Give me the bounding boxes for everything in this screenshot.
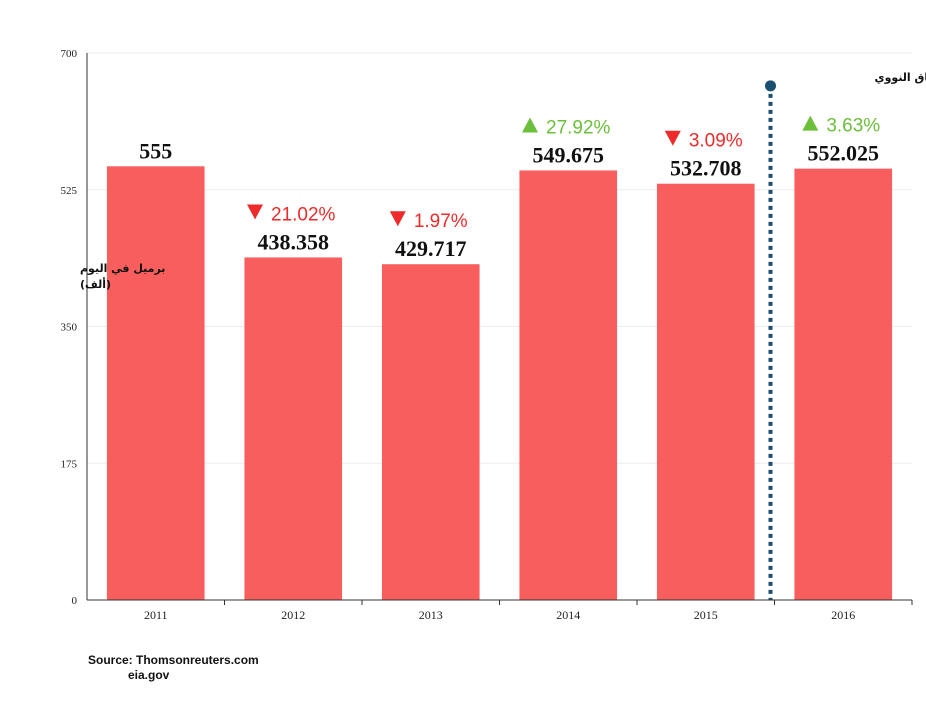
x-tick-label-2011: 2011 bbox=[144, 608, 168, 622]
bar-2015 bbox=[656, 183, 755, 600]
source-note: Source: Thomsonreuters.com eia.gov bbox=[88, 653, 259, 683]
y-axis-title-line-2: (ألف) bbox=[80, 277, 111, 291]
change-label-2016: 3.63% bbox=[826, 116, 880, 137]
change-label-2014: 27.92% bbox=[546, 117, 611, 138]
triangle-down-icon bbox=[389, 211, 406, 227]
change-indicator-2014: 27.92% bbox=[522, 117, 611, 138]
annotation-label: تطبيق الاتفاق النووي bbox=[875, 71, 926, 84]
value-label-2013: 429.717 bbox=[395, 236, 467, 261]
change-indicator-2016: 3.63% bbox=[802, 115, 880, 137]
x-tick-label-2015: 2015 bbox=[694, 608, 718, 622]
nuclear-deal-annotation: تطبيق الاتفاق النووي bbox=[765, 71, 926, 600]
bars: 555 438.358 21.02% 429.717 1.97% 549.675 27.92… bbox=[106, 115, 893, 601]
change-label-2012: 21.02% bbox=[271, 204, 336, 225]
value-label-2015: 532.708 bbox=[670, 156, 742, 181]
bar-2016 bbox=[794, 168, 893, 600]
triangle-down-icon bbox=[247, 204, 264, 220]
grid-lines bbox=[87, 52, 912, 464]
y-axis-title: برميل في اليوم (ألف) bbox=[80, 262, 165, 291]
y-tick-label: 700 bbox=[61, 48, 78, 60]
change-label-2015: 3.09% bbox=[689, 131, 743, 152]
value-label-2011: 555 bbox=[139, 138, 172, 163]
y-tick-label: 525 bbox=[61, 185, 78, 197]
y-axis-title-line-1: برميل في اليوم bbox=[80, 262, 165, 275]
triangle-up-icon bbox=[802, 115, 819, 131]
change-indicator-2015: 3.09% bbox=[664, 130, 743, 152]
annotation-marker bbox=[765, 80, 776, 92]
source-line-2: eia.gov bbox=[128, 668, 170, 682]
bar-2013 bbox=[381, 264, 480, 600]
value-label-2012: 438.358 bbox=[258, 229, 330, 254]
value-label-2014: 549.675 bbox=[533, 142, 605, 167]
y-tick-label: 175 bbox=[61, 458, 78, 470]
x-tick-label-2013: 2013 bbox=[419, 608, 443, 622]
bar-2014 bbox=[519, 170, 618, 600]
x-axis-labels: 2011 2012 2013 2014 2015 2016 bbox=[144, 600, 913, 622]
value-label-2016: 552.025 bbox=[808, 141, 880, 166]
change-indicator-2012: 21.02% bbox=[247, 204, 336, 225]
x-tick-label-2016: 2016 bbox=[831, 608, 855, 622]
bar-2012 bbox=[244, 257, 343, 600]
triangle-down-icon bbox=[664, 130, 681, 146]
x-tick-label-2014: 2014 bbox=[556, 608, 580, 622]
y-tick-label: 350 bbox=[61, 322, 78, 334]
y-tick-label: 0 bbox=[72, 595, 78, 607]
x-tick-label-2012: 2012 bbox=[281, 608, 305, 622]
change-label-2013: 1.97% bbox=[414, 211, 468, 232]
bar-2011 bbox=[106, 166, 205, 601]
triangle-up-icon bbox=[522, 117, 539, 133]
change-indicator-2013: 1.97% bbox=[389, 211, 468, 232]
y-axis-ticks: 0 175 350 525 700 bbox=[61, 48, 78, 607]
source-line-1: Source: Thomsonreuters.com bbox=[88, 653, 259, 667]
